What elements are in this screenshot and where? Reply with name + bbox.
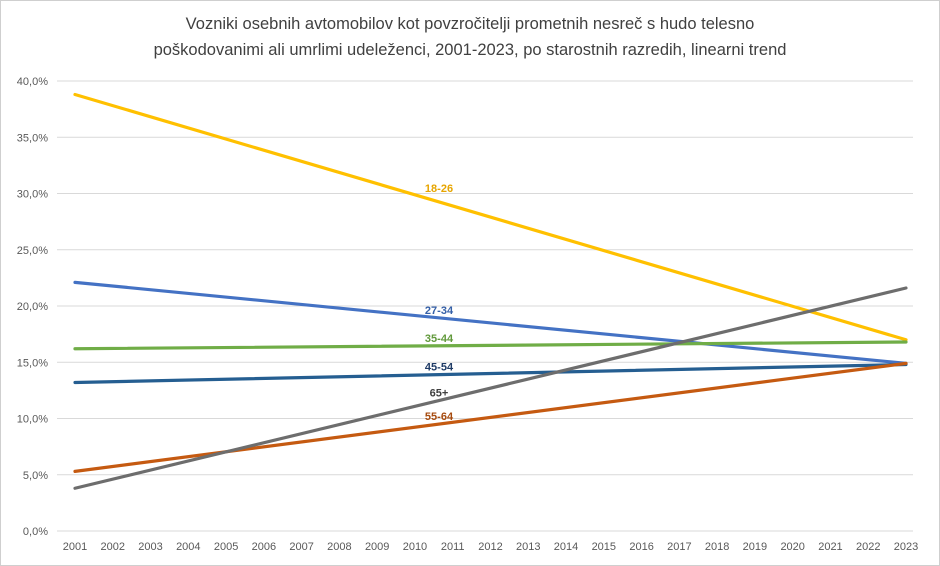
chart-title-line1: Vozniki osebnih avtomobilov kot povzroči…	[185, 15, 755, 33]
x-axis-tick-label: 2002	[101, 541, 125, 553]
x-axis-tick-label: 2010	[403, 541, 427, 553]
chart-title-line2: poškodovanimi ali umrlimi udeleženci, 20…	[153, 40, 787, 59]
x-axis-tick-label: 2018	[705, 541, 729, 553]
x-axis-tick-label: 2013	[516, 541, 540, 553]
chart-title: Vozniki osebnih avtomobilov kot povzroči…	[1, 12, 939, 63]
x-axis-tick-label: 2022	[856, 541, 880, 553]
series-line-27-34	[73, 280, 908, 365]
series-label-65+: 65+	[430, 388, 449, 400]
y-axis-tick-label: 30,0%	[17, 189, 48, 201]
series-line-18-26	[73, 92, 908, 342]
x-axis-tick-label: 2016	[629, 541, 653, 553]
series-line-65+	[73, 286, 908, 490]
series-label-18-26: 18-26	[425, 183, 453, 195]
x-axis-tick-label: 2017	[667, 541, 691, 553]
x-axis-tick-label: 2003	[138, 541, 162, 553]
x-axis-tick-label: 2008	[327, 541, 351, 553]
series-label-35-44: 35-44	[425, 333, 454, 345]
series-line-35-44	[73, 340, 908, 351]
series-line-45-54	[73, 362, 908, 385]
x-axis-tick-label: 2021	[818, 541, 842, 553]
x-axis-tick-label: 2015	[592, 541, 616, 553]
y-axis-tick-label: 35,0%	[17, 132, 48, 144]
x-axis-tick-label: 2001	[63, 541, 87, 553]
x-axis-tick-label: 2005	[214, 541, 238, 553]
x-axis-tick-label: 2007	[289, 541, 313, 553]
y-axis-tick-label: 5,0%	[23, 470, 48, 482]
x-axis-tick-label: 2019	[743, 541, 767, 553]
series-label-55-64: 55-64	[425, 411, 454, 423]
y-axis-tick-label: 15,0%	[17, 357, 48, 369]
y-axis-tick-label: 0,0%	[23, 526, 48, 538]
y-axis-tick-label: 20,0%	[17, 301, 48, 313]
x-axis-tick-label: 2020	[780, 541, 804, 553]
y-axis-tick-label: 10,0%	[17, 414, 48, 426]
x-axis-tick-label: 2009	[365, 541, 389, 553]
x-axis-tick-label: 2014	[554, 541, 578, 553]
series-label-27-34: 27-34	[425, 305, 454, 317]
x-axis-tick-label: 2011	[441, 541, 465, 553]
y-axis-tick-label: 25,0%	[17, 245, 48, 257]
x-axis-tick-label: 2012	[478, 541, 502, 553]
x-axis-tick-label: 2004	[176, 541, 200, 553]
y-axis-tick-label: 40,0%	[17, 76, 48, 88]
x-axis-tick-label: 2006	[252, 541, 276, 553]
x-axis-tick-label: 2023	[894, 541, 918, 553]
series-label-45-54: 45-54	[425, 362, 454, 374]
